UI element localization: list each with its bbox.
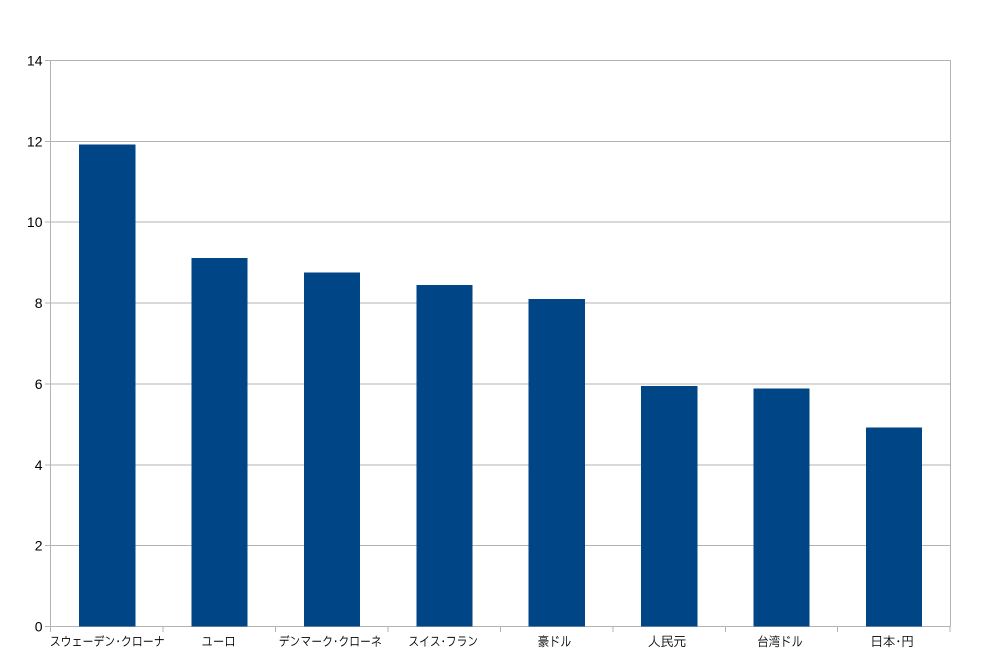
svg-text:12: 12 <box>27 133 43 149</box>
svg-text:10: 10 <box>27 214 43 230</box>
svg-text:8: 8 <box>35 295 43 311</box>
svg-text:14: 14 <box>27 52 43 68</box>
svg-text:2: 2 <box>35 538 43 554</box>
svg-text:0: 0 <box>35 619 43 635</box>
svg-text:4: 4 <box>35 457 43 473</box>
svg-text:6: 6 <box>35 376 43 392</box>
